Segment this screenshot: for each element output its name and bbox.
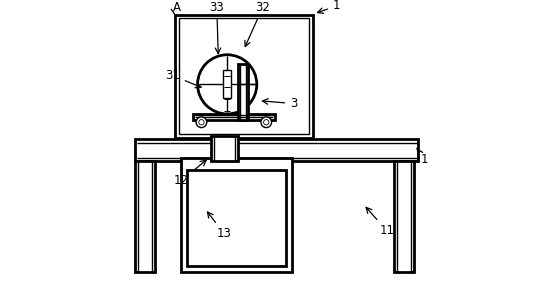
Bar <box>211 136 238 161</box>
Text: 13: 13 <box>208 212 231 240</box>
Bar <box>187 170 286 266</box>
Text: A: A <box>173 1 180 14</box>
Bar <box>395 161 413 272</box>
Text: 32: 32 <box>245 1 270 46</box>
Bar <box>135 161 155 272</box>
Text: 1: 1 <box>317 0 340 13</box>
Circle shape <box>261 117 271 128</box>
Circle shape <box>196 117 207 128</box>
Text: 1: 1 <box>417 148 428 166</box>
Bar <box>181 158 292 272</box>
Circle shape <box>199 120 204 125</box>
Text: 33: 33 <box>209 1 224 54</box>
Circle shape <box>198 55 257 114</box>
Bar <box>223 70 231 98</box>
Text: 3: 3 <box>263 97 297 110</box>
Bar <box>239 64 248 120</box>
Bar <box>175 15 313 138</box>
Text: 31: 31 <box>165 69 201 88</box>
Text: 12: 12 <box>174 160 206 187</box>
Bar <box>179 18 310 134</box>
Bar <box>193 114 275 120</box>
Circle shape <box>264 120 269 125</box>
Bar <box>135 139 418 161</box>
Text: 11: 11 <box>366 207 395 237</box>
